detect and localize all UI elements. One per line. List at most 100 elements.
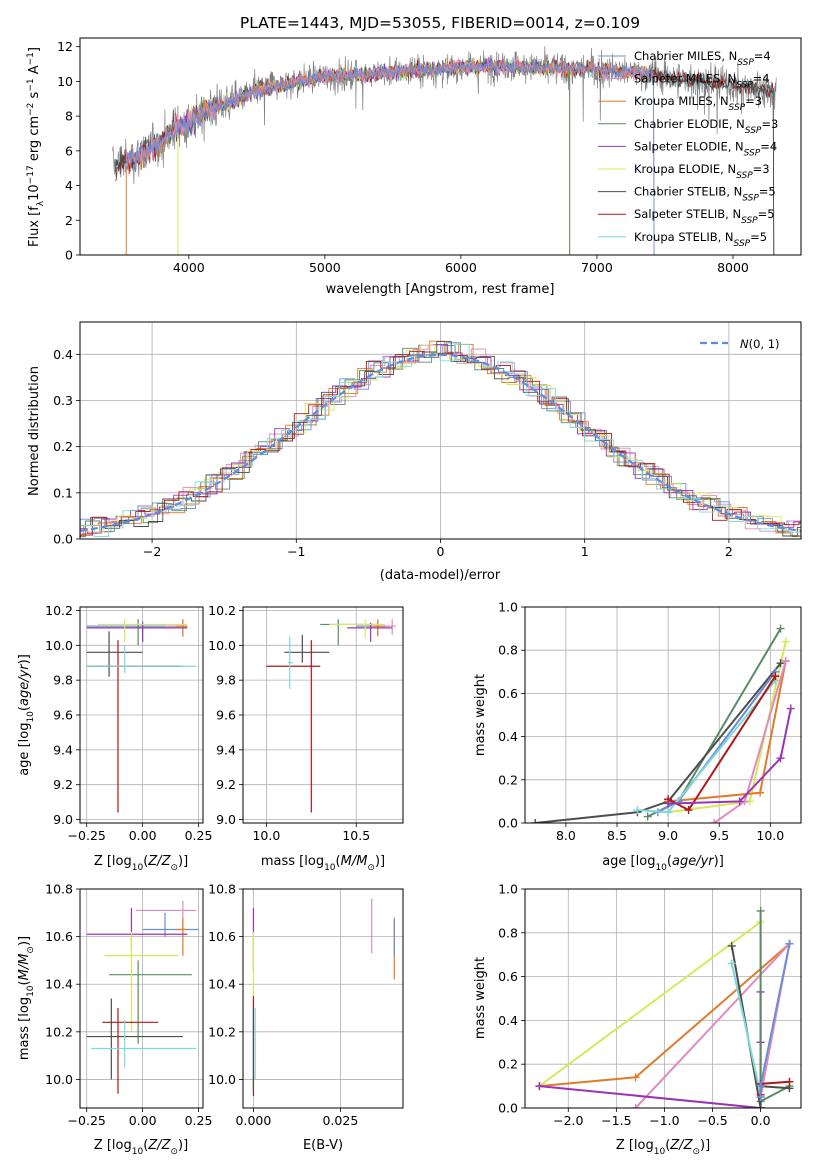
spectrum-legend-entry: Chabrier MILES, NSSP=4 [634,49,771,68]
spectrum-model-kroupa_miles [125,58,655,255]
residuals-ytick-label: 0.3 [53,393,73,408]
residual-xlabel: (data-model)/error [380,568,501,583]
weight_vs_age-marker-salpeter_elodie [735,797,744,806]
weight_vs_age-ytick-label: 0.2 [498,772,518,787]
spectrum-model-salpeter_miles [125,56,655,255]
weight_vs_Z-marker-chabrier_elodie [756,906,765,915]
spectrum-legend-entry-part: SSP [742,194,759,204]
age_vs_Z-xtick-label: −0.25 [68,828,106,843]
mass_vs_ebv-ytick-label: 10.4 [208,977,236,992]
spectrum-legend-entry: Salpeter MILES, NSSP=4 [634,72,770,91]
age_vs_mass-xtick-label: 10.0 [252,828,280,843]
spectrum-ylabel: Flux [fλ10−17 erg cm−2 s−1 A−1] [26,47,46,247]
spectrum-legend-entry-part: =4 [753,72,770,86]
weight_vs_age-xtick-label: 8.0 [556,828,576,843]
spectrum-xtick-label: 5000 [309,260,341,275]
age-vs-mass-xlabel-part: ( [336,854,341,869]
residuals-xtick-label: 1 [581,544,589,559]
weight-vs-Z-xlabel-part: Z [log [616,1138,654,1153]
age-vs-Z-xlabel-part: ( [143,854,148,869]
weight_vs_age-marker-kroupa_elodie [781,637,790,646]
spectrum-legend-entry-part: =5 [750,230,767,244]
spectrum-legend-entry: Kroupa STELIB, NSSP=5 [634,230,767,249]
weight_vs_Z-marker-chabrier_miles [756,1093,765,1102]
weight-vs-Z-xlabel-part: Z/Z [669,1138,693,1153]
mass_vs_ebv-xtick-label: 0.000 [236,1113,272,1128]
age_vs_Z-ytick-label: 9.0 [53,812,73,827]
age-vs-mass-xlabel: mass [log10(M/M⊙)] [261,854,385,873]
mass_vs_ebv-ytick-label: 10.8 [208,882,236,897]
spectrum-legend-entry-part: Kroupa ELODIE, N [634,162,736,176]
age_vs_Z-ytick-label: 10.0 [45,638,73,653]
weight_vs_age-ytick-label: 0.8 [498,643,518,658]
age-vs-Z-ylabel: age [log10(age/yr)] [17,654,36,776]
mass-vs-Z-ylabel-part: 10 [26,985,36,997]
weight_vs_Z-xtick-label: −1.5 [601,1113,631,1128]
age-vs-Z-ylabel-part: age/yr [17,663,32,706]
spectrum-ylabel-part: −1 [26,78,36,91]
weight_vs_Z-marker-chabrier_miles [756,1082,765,1091]
weight_vs_Z-ytick-label: 0.4 [498,1013,518,1028]
spectrum-frame [79,37,802,256]
spectrum-ylabel-part: ] [27,47,42,52]
mass-vs-Z-ylabel-part: ( [17,980,32,985]
spectrum-legend-entry-part: =3 [761,117,778,131]
residual-hist-kroupa_miles [80,340,801,538]
spectrum-model-salpeter_stelib [115,59,775,255]
residual-hist-kroupa_stelib [80,343,801,537]
mass_vs_Z-ytick-label: 10.0 [45,1072,73,1087]
age-vs-mass-xlabel-part: M/M [341,854,368,869]
residuals-xtick-label: 2 [725,544,733,559]
age_vs_Z-ytick-label: 9.8 [53,673,73,688]
spectrum-legend-entry-part: =4 [754,49,771,63]
weight-vs-age-xlabel-part: )] [714,854,724,869]
residuals-ytick-label: 0.2 [53,439,73,454]
weight_vs_Z-xtick-label: −1.0 [649,1113,679,1128]
age-vs-Z-ylabel-part: 10 [26,711,36,723]
age-vs-Z-ylabel-part: )] [17,654,32,664]
weight-vs-age-xlabel: age [log10(age/yr)] [602,854,724,873]
spectrum-legend-entry: Kroupa ELODIE, NSSP=3 [634,162,770,181]
weight_vs_age-xtick-label: 9.5 [709,828,729,843]
age_vs_mass-ytick-label: 9.4 [216,742,236,757]
spectrum-legend-entry-part: SSP [734,239,751,249]
mass_vs_ebv-xtick-label: 0.025 [322,1113,358,1128]
mass_vs_Z-ytick-label: 10.2 [45,1024,73,1039]
mass-vs-Z-ylabel-part: )] [17,936,32,946]
weight_vs_Z-ytick-label: 0.6 [498,969,518,984]
residuals-xtick-label: −1 [287,544,305,559]
weight_vs_Z-marker-salpeter_elodie [535,1082,544,1091]
mass-vs-Z-xlabel-part: )] [178,1138,188,1153]
weight_vs_Z-marker-salpeter_stelib [785,1077,794,1086]
spectrum-ylabel-part: s [27,91,42,102]
spectrum-legend-entry-part: SSP [736,81,753,91]
spectrum-legend-entry-part: =5 [759,185,776,199]
mass-vs-Z-ylabel-part: mass [log [17,997,32,1060]
weight_vs_Z-line-kroupa_stelib [730,963,762,1097]
spectrum-legend-entry-part: Chabrier STELIB, N [634,185,742,199]
residual-gauss-line [80,353,801,532]
age-vs-Z-xlabel-part: Z [log [94,854,132,869]
spectrum-ylabel-part: Flux [f [27,206,42,247]
spectrum-legend-entry-part: Chabrier ELODIE, N [634,117,745,131]
spectrum-legend-entry: Salpeter ELODIE, NSSP=4 [634,139,777,158]
weight-vs-age-xlabel-part: ( [667,854,672,869]
age_vs_Z-xtick-label: 0.25 [185,828,213,843]
weight_vs_age-marker-salpeter_elodie [664,799,673,808]
weight_vs_age-marker-chabrier_elodie [643,812,652,821]
spectrum-legend-entry: Chabrier STELIB, NSSP=5 [634,185,776,204]
mass-vs-Z-ylabel-part: ⊙ [26,946,36,954]
spectrum-xtick-label: 4000 [173,260,205,275]
spectrum-legend-entry-part: =3 [745,94,762,108]
weight_vs_age-ytick-label: 1.0 [498,600,518,615]
spectrum-legend-entry-part: SSP [744,148,761,158]
weight_vs_age-marker-chabrier_stelib [531,819,540,823]
residuals-ytick-label: 0.4 [53,347,73,362]
spectrum-legend-entry-part: SSP [737,58,754,68]
spectrum-legend-entry-part: Chabrier MILES, N [634,49,737,63]
weight-vs-Z-xlabel-part: ( [665,1138,670,1153]
weight_vs_age-ytick-label: 0.4 [498,729,518,744]
spectrum-xtick-label: 7000 [581,260,613,275]
spectrum-xtick-label: 8000 [717,260,749,275]
spectrum-ylabel-part: A [27,65,42,78]
